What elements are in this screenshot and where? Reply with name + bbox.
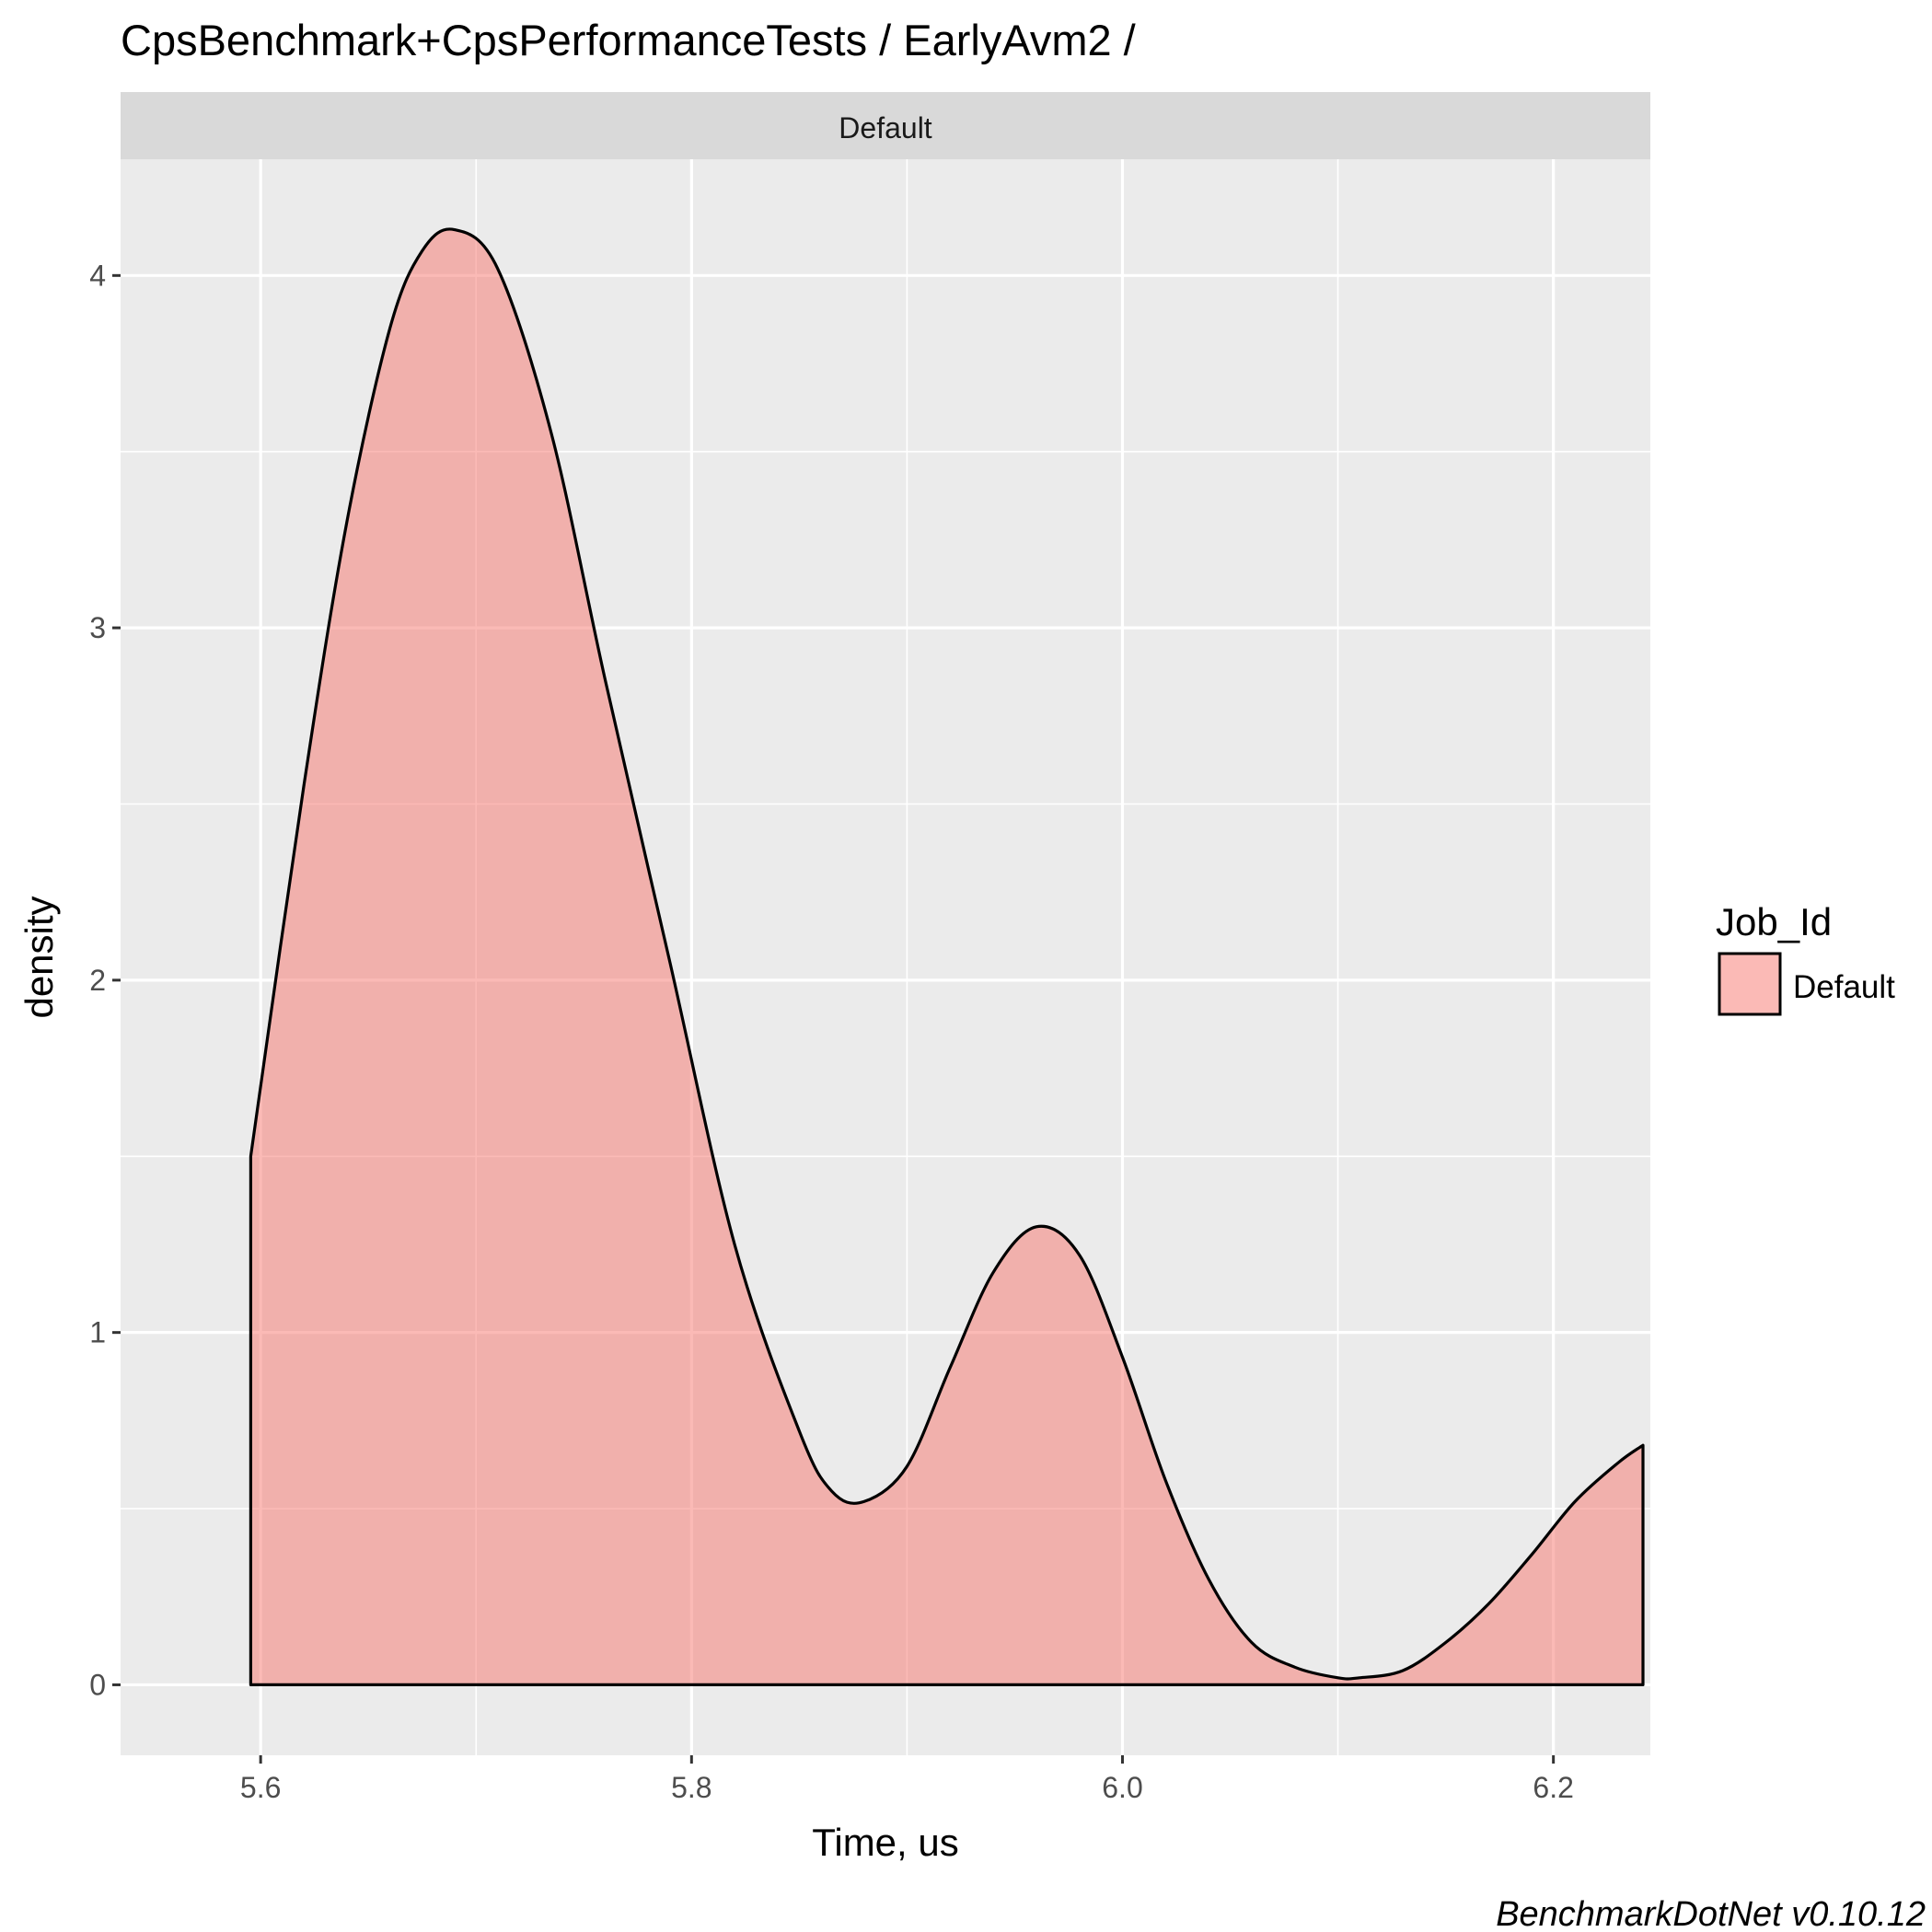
legend-title: Job_Id: [1716, 900, 1832, 943]
x-axis-label: Time, us: [812, 1821, 958, 1864]
x-tick-label: 6.2: [1533, 1771, 1573, 1804]
chart-title: CpsBenchmark+CpsPerformanceTests / Early…: [121, 16, 1137, 64]
y-tick-label: 1: [89, 1316, 106, 1349]
density-area-default: [249, 227, 1645, 1686]
legend: Job_Id Default: [1716, 900, 1895, 1016]
y-axis: 0 1 2 3 4: [89, 259, 121, 1701]
caption: BenchmarkDotNet v0.10.12: [1496, 1895, 1926, 1932]
legend-key-default: [1718, 952, 1782, 1016]
y-tick-label: 0: [89, 1668, 106, 1701]
y-tick-label: 3: [89, 611, 106, 644]
facet-strip: [121, 92, 1650, 159]
legend-label-default: Default: [1793, 969, 1895, 1005]
x-tick-label: 6.0: [1102, 1771, 1142, 1804]
y-tick-label: 4: [89, 259, 106, 292]
y-tick-label: 2: [89, 964, 106, 997]
x-axis: 5.6 5.8 6.0 6.2: [240, 1755, 1574, 1804]
y-axis-label: density: [17, 896, 61, 1018]
x-tick-label: 5.8: [671, 1771, 711, 1804]
density-series: [249, 227, 1645, 1686]
facet-strip-label: Default: [839, 111, 932, 145]
x-tick-label: 5.6: [240, 1771, 281, 1804]
